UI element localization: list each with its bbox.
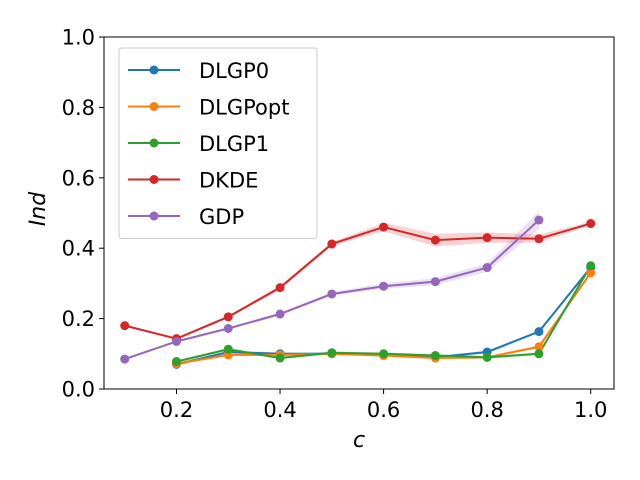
point-dlgp1 bbox=[379, 349, 389, 359]
line-dkde bbox=[124, 222, 591, 340]
y-tick-label: 0.8 bbox=[62, 96, 95, 120]
point-dlgp1 bbox=[586, 261, 596, 271]
legend-marker-dlgpopt bbox=[149, 102, 159, 111]
point-gdp bbox=[430, 277, 440, 287]
legend-box bbox=[118, 47, 318, 239]
x-tick-label: 0.4 bbox=[263, 398, 296, 422]
x-axis-ticks: 0.2 0.4 0.6 0.8 1.0 bbox=[160, 389, 607, 422]
point-gdp bbox=[171, 336, 181, 346]
point-gdp bbox=[534, 215, 544, 225]
point-dlgp1 bbox=[430, 351, 440, 361]
y-tick-label: 0.6 bbox=[62, 166, 95, 190]
legend-label-dlgp0: DLGP0 bbox=[199, 59, 269, 83]
legend-marker-dlgp0 bbox=[149, 65, 159, 75]
point-gdp bbox=[223, 323, 233, 333]
point-gdp bbox=[482, 263, 492, 273]
point-dlgp1 bbox=[534, 349, 544, 359]
y-tick-label: 1.0 bbox=[62, 26, 95, 50]
point-gdp bbox=[275, 309, 285, 319]
x-axis-label: c bbox=[353, 428, 365, 453]
x-tick-label: 0.2 bbox=[160, 398, 193, 422]
point-dlgp1 bbox=[327, 348, 337, 358]
legend-label-dlgpopt: DLGPopt bbox=[199, 96, 289, 120]
x-tick-label: 0.6 bbox=[367, 398, 400, 422]
point-dkde bbox=[223, 312, 233, 322]
legend-label-dlgp1: DLGP1 bbox=[199, 132, 269, 156]
point-dlgp1 bbox=[171, 357, 181, 367]
point-dkde bbox=[586, 219, 596, 229]
point-dkde bbox=[120, 321, 130, 331]
point-gdp bbox=[327, 289, 337, 299]
point-dlgpopt bbox=[534, 342, 544, 352]
legend-marker-dlgp1 bbox=[149, 138, 159, 148]
point-dkde bbox=[379, 222, 389, 232]
point-dlgp0 bbox=[534, 327, 544, 337]
legend-label-gdp: GDP bbox=[199, 205, 244, 229]
point-dlgp1 bbox=[275, 353, 285, 363]
point-dkde bbox=[482, 233, 492, 243]
y-axis-ticks: 0.0 0.2 0.4 0.6 0.8 1.0 bbox=[62, 26, 104, 402]
plot-area-frame bbox=[103, 36, 615, 390]
point-gdp bbox=[379, 281, 389, 291]
y-axis-label: Ind bbox=[26, 191, 51, 226]
point-dlgpopt bbox=[586, 268, 596, 278]
point-dlgp1 bbox=[223, 344, 233, 354]
legend-marker-gdp bbox=[149, 211, 159, 221]
legend-label-dkde: DKDE bbox=[199, 169, 258, 193]
point-dkde bbox=[430, 235, 440, 245]
point-dkde bbox=[534, 234, 544, 244]
line-dlgp1 bbox=[176, 265, 592, 363]
point-dkde bbox=[327, 239, 337, 249]
y-tick-label: 0.0 bbox=[62, 378, 95, 402]
x-tick-label: 1.0 bbox=[574, 398, 607, 422]
series-markers bbox=[120, 215, 596, 369]
x-tick-label: 0.8 bbox=[470, 398, 503, 422]
point-dkde bbox=[275, 283, 285, 293]
legend: DLGP0 DLGPopt DLGP1 DKDE GDP bbox=[118, 47, 318, 239]
point-dlgp1 bbox=[482, 352, 492, 362]
y-tick-label: 0.2 bbox=[62, 307, 95, 331]
legend-marker-dkde bbox=[149, 175, 159, 184]
point-gdp bbox=[120, 354, 130, 364]
y-tick-label: 0.4 bbox=[62, 237, 95, 261]
